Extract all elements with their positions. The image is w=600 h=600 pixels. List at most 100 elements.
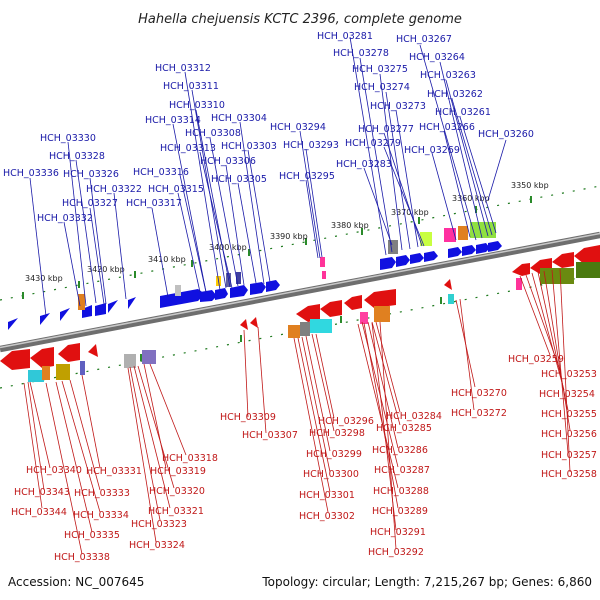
gene-label-bottom: HCH_03320 bbox=[149, 486, 205, 497]
kbp-label: 3410 kbp bbox=[148, 255, 186, 264]
gene-label-top: HCH_03311 bbox=[163, 81, 219, 92]
kbp-label: 3420 kbp bbox=[87, 265, 125, 274]
gene-label-top: HCH_03328 bbox=[49, 151, 105, 162]
gene-label-bottom: HCH_03253 bbox=[541, 369, 597, 380]
gene-label-top: HCH_03261 bbox=[435, 107, 491, 118]
gene-label-bottom: HCH_03291 bbox=[370, 527, 426, 538]
gene-label-bottom: HCH_03343 bbox=[14, 487, 70, 498]
reverse-features bbox=[28, 262, 600, 382]
gene-label-top: HCH_03305 bbox=[211, 174, 267, 185]
gene-label-bottom: HCH_03319 bbox=[150, 466, 206, 477]
gene-label-top: HCH_03327 bbox=[62, 198, 118, 209]
gene-label-bottom: HCH_03323 bbox=[131, 519, 187, 530]
gene-label-top: HCH_03304 bbox=[211, 113, 267, 124]
gene-label-top: HCH_03310 bbox=[169, 100, 225, 111]
kbp-label: 3360 kbp bbox=[452, 194, 490, 203]
gene-label-top: HCH_03267 bbox=[396, 34, 452, 45]
gene-label-top: HCH_03314 bbox=[145, 115, 201, 126]
kbp-label: 3390 kbp bbox=[270, 232, 308, 241]
gene-label-bottom: HCH_03335 bbox=[64, 530, 120, 541]
gene-label-bottom: HCH_03255 bbox=[541, 409, 597, 420]
gene-label-top: HCH_03308 bbox=[185, 128, 241, 139]
gene-label-top: HCH_03332 bbox=[37, 213, 93, 224]
genome-backbone bbox=[0, 231, 600, 353]
gene-label-top: HCH_03281 bbox=[317, 31, 373, 42]
gene-label-top: HCH_03274 bbox=[354, 82, 410, 93]
gene-label-top: HCH_03264 bbox=[409, 52, 465, 63]
gene-label-bottom: HCH_03318 bbox=[162, 453, 218, 464]
bottom-leader-lines bbox=[23, 268, 571, 555]
gene-label-bottom: HCH_03344 bbox=[11, 507, 67, 518]
kbp-tick-marks bbox=[22, 196, 542, 380]
gene-label-top: HCH_03330 bbox=[40, 133, 96, 144]
gene-label-top: HCH_03293 bbox=[283, 140, 339, 151]
gene-label-top: HCH_03316 bbox=[133, 167, 189, 178]
gene-label-top: HCH_03275 bbox=[352, 64, 408, 75]
accession-text: Accession: NC_007645 bbox=[8, 575, 144, 589]
kbp-labels: 3350 kbp 3360 kbp 3370 kbp 3380 kbp 3390… bbox=[25, 181, 549, 283]
gene-label-top: HCH_03273 bbox=[370, 101, 426, 112]
forward-strand-genes bbox=[8, 241, 502, 330]
gene-label-top: HCH_03295 bbox=[279, 171, 335, 182]
gene-label-bottom: HCH_03287 bbox=[374, 465, 430, 476]
gene-label-bottom: HCH_03309 bbox=[220, 412, 276, 423]
gene-label-bottom: HCH_03333 bbox=[74, 488, 130, 499]
gene-label-bottom: HCH_03256 bbox=[541, 429, 597, 440]
gene-label-top: HCH_03266 bbox=[419, 122, 475, 133]
gene-label-bottom: HCH_03292 bbox=[368, 547, 424, 558]
kbp-label: 3370 kbp bbox=[391, 208, 429, 217]
gene-label-bottom: HCH_03331 bbox=[86, 466, 142, 477]
gene-label-top: HCH_03303 bbox=[221, 141, 277, 152]
kbp-label: 3400 kbp bbox=[209, 243, 247, 252]
gene-label-bottom: HCH_03257 bbox=[541, 450, 597, 461]
top-gene-labels: HCH_03281 HCH_03267 HCH_03278 HCH_03264 … bbox=[3, 31, 534, 224]
gene-label-top: HCH_03269 bbox=[404, 145, 460, 156]
gene-label-bottom: HCH_03285 bbox=[376, 423, 432, 434]
gene-label-top: HCH_03277 bbox=[358, 124, 414, 135]
gene-label-top: HCH_03315 bbox=[148, 184, 204, 195]
kbp-label: 3350 kbp bbox=[511, 181, 549, 190]
gene-label-bottom: HCH_03301 bbox=[299, 490, 355, 501]
gene-label-top: HCH_03312 bbox=[155, 63, 211, 74]
gene-label-top: HCH_03262 bbox=[427, 89, 483, 100]
gene-label-bottom: HCH_03258 bbox=[541, 469, 597, 480]
gene-label-top: HCH_03313 bbox=[160, 143, 216, 154]
gene-label-bottom: HCH_03288 bbox=[373, 486, 429, 497]
gene-label-bottom: HCH_03254 bbox=[539, 389, 595, 400]
map-title: Hahella chejuensis KCTC 2396, complete g… bbox=[138, 12, 462, 27]
gene-label-bottom: HCH_03296 bbox=[318, 416, 374, 427]
gene-label-bottom: HCH_03307 bbox=[242, 430, 298, 441]
gene-label-bottom: HCH_03299 bbox=[306, 449, 362, 460]
gene-label-bottom: HCH_03334 bbox=[73, 510, 129, 521]
gene-label-top: HCH_03336 bbox=[3, 168, 59, 179]
gene-label-bottom: HCH_03270 bbox=[451, 388, 507, 399]
topology-text: Topology: circular; Length: 7,215,267 bp… bbox=[261, 575, 592, 589]
gene-label-bottom: HCH_03321 bbox=[148, 506, 204, 517]
reverse-strand-genes bbox=[0, 245, 600, 370]
gene-label-top: HCH_03326 bbox=[63, 169, 119, 180]
gene-label-bottom: HCH_03272 bbox=[451, 408, 507, 419]
gene-label-bottom: HCH_03302 bbox=[299, 511, 355, 522]
top-leader-lines bbox=[29, 36, 507, 317]
gene-label-bottom: HCH_03324 bbox=[129, 540, 185, 551]
gene-label-top: HCH_03294 bbox=[270, 122, 326, 133]
kbp-label: 3380 kbp bbox=[331, 221, 369, 230]
gene-label-top: HCH_03263 bbox=[420, 70, 476, 81]
gene-label-bottom: HCH_03300 bbox=[303, 469, 359, 480]
gene-label-top: HCH_03283 bbox=[336, 159, 392, 170]
gene-label-bottom: HCH_03286 bbox=[372, 445, 428, 456]
gene-label-bottom: HCH_03298 bbox=[309, 428, 365, 439]
bottom-gene-labels: HCH_03259 HCH_03253 HCH_03270 HCH_03254 … bbox=[11, 354, 597, 563]
kbp-label: 3430 kbp bbox=[25, 274, 63, 283]
gene-label-top: HCH_03260 bbox=[478, 129, 534, 140]
gene-label-top: HCH_03306 bbox=[200, 156, 256, 167]
gene-label-bottom: HCH_03289 bbox=[372, 506, 428, 517]
gene-label-bottom: HCH_03340 bbox=[26, 465, 82, 476]
gene-label-bottom: HCH_03338 bbox=[54, 552, 110, 563]
gene-label-bottom: HCH_03284 bbox=[386, 411, 442, 422]
gene-label-bottom: HCH_03259 bbox=[508, 354, 564, 365]
gene-label-top: HCH_03279 bbox=[345, 138, 401, 149]
gene-label-top: HCH_03322 bbox=[86, 184, 142, 195]
